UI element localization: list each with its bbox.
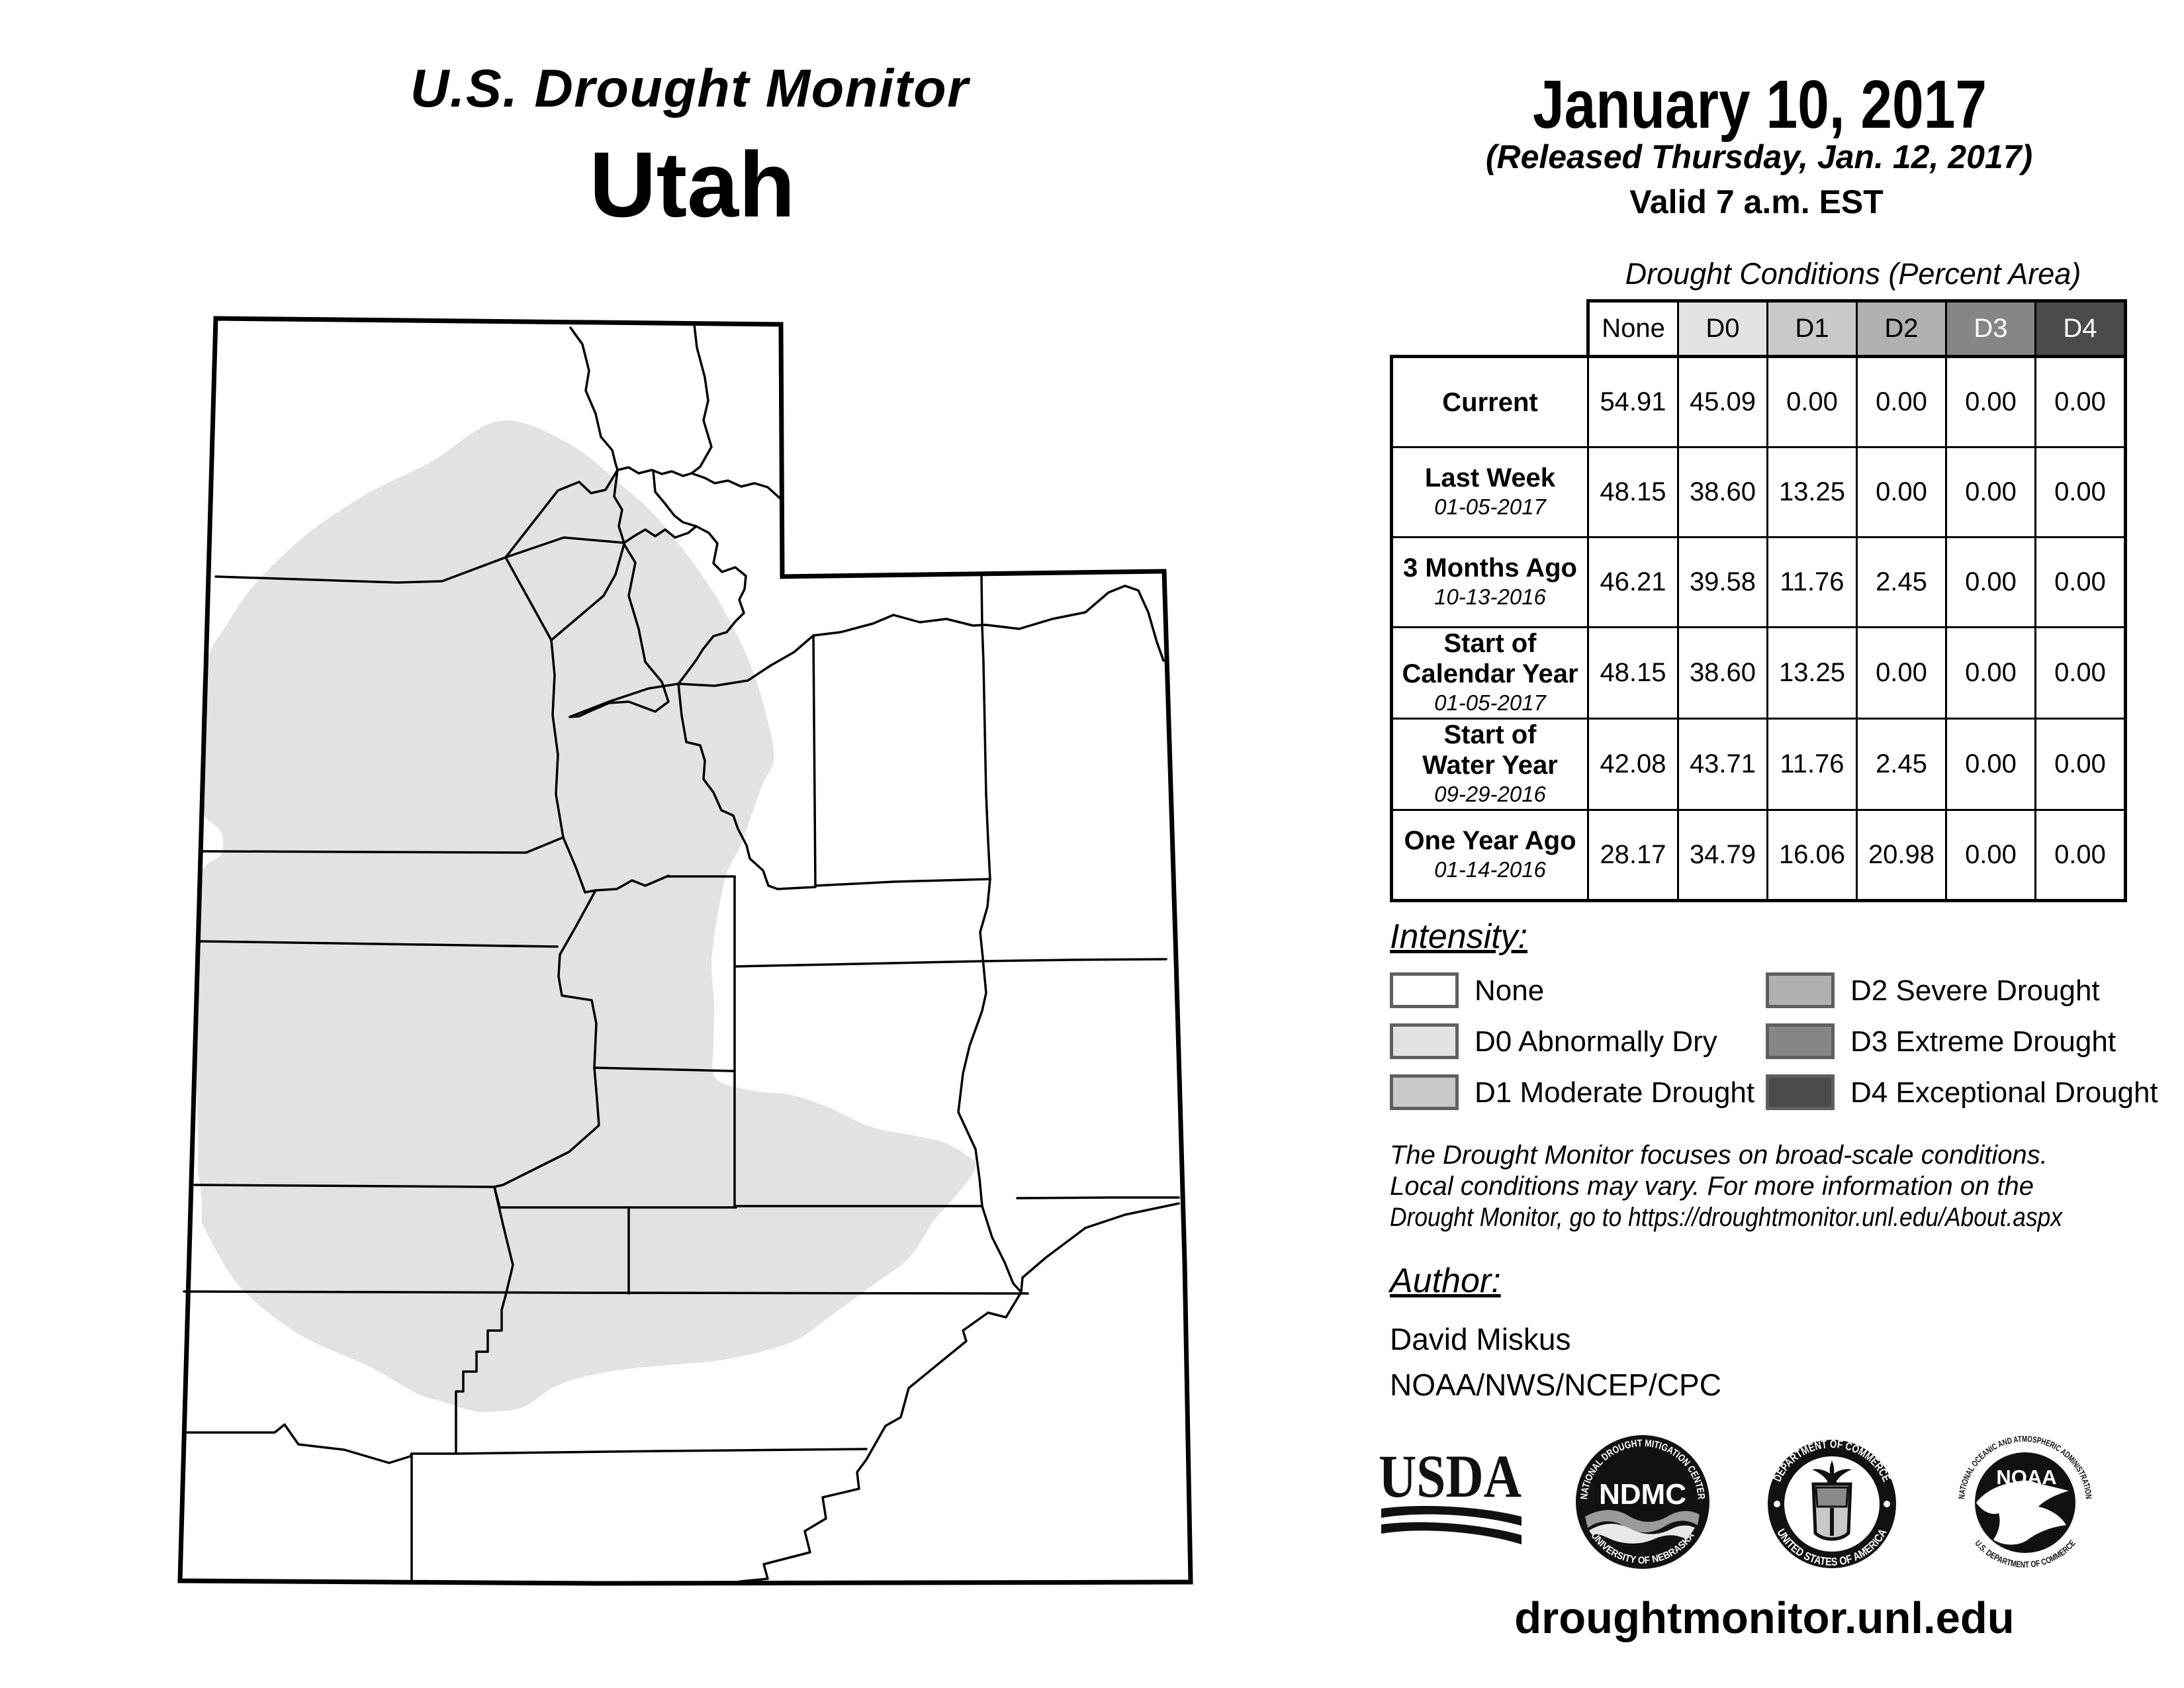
svg-text:NDMC: NDMC [1599, 1478, 1686, 1511]
svg-text:USDA: USDA [1380, 1446, 1522, 1510]
svg-text:NOAA: NOAA [1996, 1466, 2056, 1489]
